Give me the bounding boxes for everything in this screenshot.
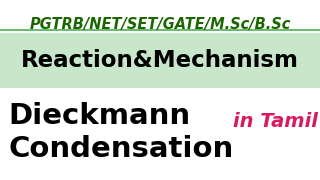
- Text: Condensation: Condensation: [8, 135, 233, 163]
- Text: PGTRB/NET/SET/GATE/M.Sc/B.Sc: PGTRB/NET/SET/GATE/M.Sc/B.Sc: [29, 17, 291, 32]
- Text: in Tamil: in Tamil: [233, 112, 318, 131]
- Bar: [0, 33, 320, 88]
- Text: Reaction&Mechanism: Reaction&Mechanism: [21, 49, 299, 72]
- Text: Dieckmann: Dieckmann: [8, 102, 190, 130]
